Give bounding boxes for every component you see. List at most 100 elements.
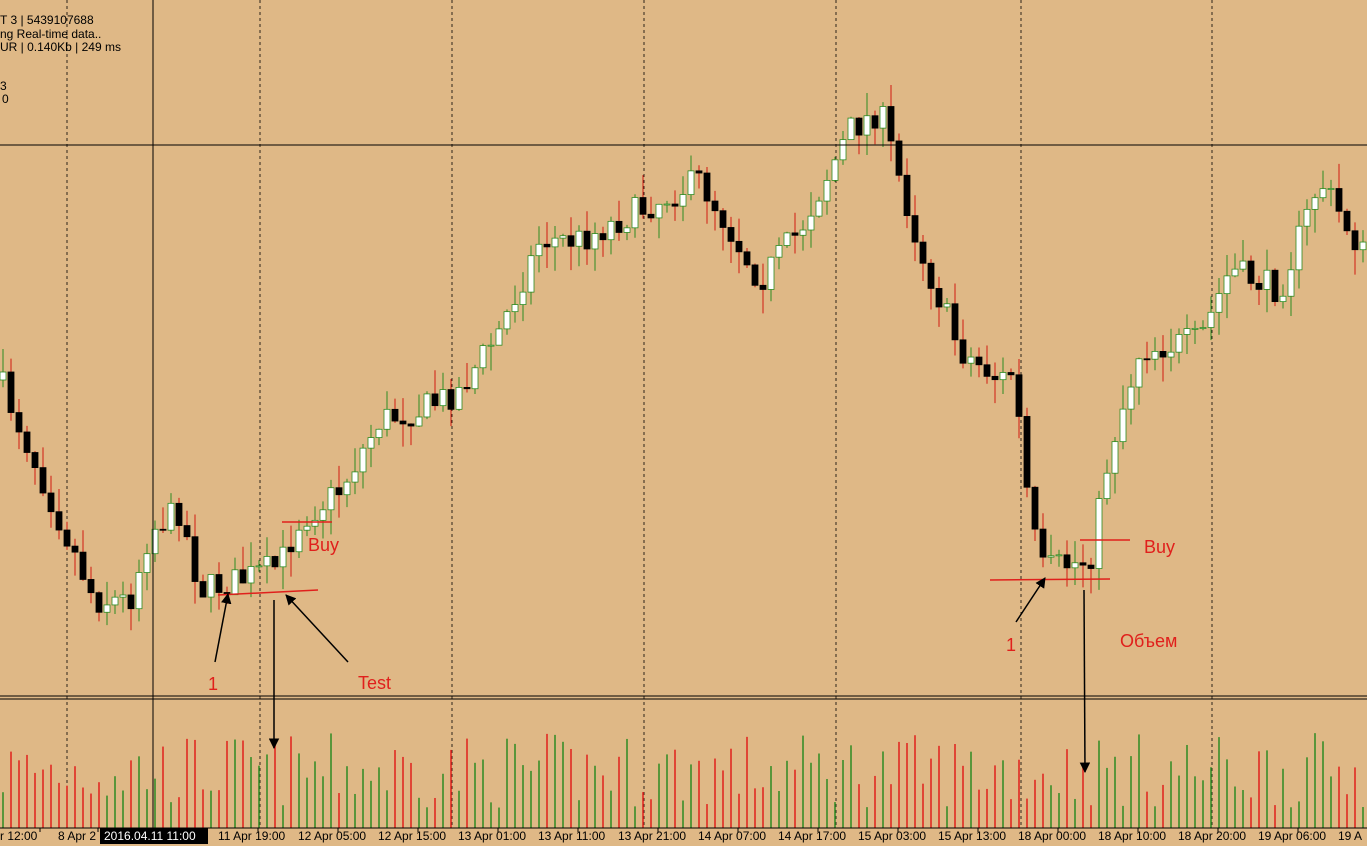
candle-body — [1143, 358, 1151, 361]
candle-body — [239, 569, 247, 584]
candle-body — [303, 525, 311, 531]
candle-body — [751, 264, 759, 286]
candle-body — [703, 172, 711, 202]
candle-body — [1271, 269, 1279, 303]
candle-body — [671, 203, 679, 207]
candle-body — [183, 525, 191, 538]
candle-body — [559, 235, 567, 239]
candle-body — [55, 511, 63, 531]
time-label: 18 Apr 20:00 — [1178, 829, 1246, 843]
header-line: ng Real-time data.. — [0, 27, 101, 41]
candle-body — [479, 345, 487, 369]
candle-body — [1127, 386, 1135, 410]
candle-body — [1183, 328, 1191, 335]
candle-body — [399, 420, 407, 425]
candle-body — [367, 437, 375, 449]
candle-body — [351, 471, 359, 483]
candle-body — [63, 529, 71, 547]
candle-body — [359, 447, 367, 473]
candle-body — [719, 210, 727, 228]
candle-body — [1159, 351, 1167, 358]
candle-body — [655, 203, 663, 219]
candle-body — [1135, 358, 1143, 388]
cursor-label: 2016.04.11 11:00 — [104, 829, 196, 843]
time-label: 8 Apr 2 — [58, 829, 96, 843]
candle-body — [255, 565, 263, 568]
time-label: 14 Apr 17:00 — [778, 829, 846, 843]
candle-body — [151, 528, 159, 555]
candle-body — [951, 303, 959, 341]
candle-body — [1007, 372, 1015, 376]
candle-body — [895, 140, 903, 176]
candle-body — [1215, 293, 1223, 313]
candles — [0, 85, 1367, 631]
candle-body — [847, 117, 855, 141]
annotation: Test — [358, 673, 391, 693]
candle-body — [447, 389, 455, 410]
candle-body — [1063, 554, 1071, 569]
candle-body — [207, 574, 215, 598]
candle-body — [767, 256, 775, 290]
time-label: 15 Apr 03:00 — [858, 829, 926, 843]
time-label: 19 Apr 06:00 — [1258, 829, 1326, 843]
candle-body — [143, 553, 151, 573]
time-label: 14 Apr 07:00 — [698, 829, 766, 843]
candle-body — [935, 288, 943, 308]
candle-body — [607, 220, 615, 241]
candle-body — [1031, 486, 1039, 530]
candle-body — [191, 536, 199, 582]
candle-body — [1199, 327, 1207, 329]
candle-body — [775, 245, 783, 258]
level-lines — [217, 521, 1130, 596]
candle-body — [87, 579, 95, 594]
arrows — [214, 577, 1091, 774]
time-label: 18 Apr 00:00 — [1018, 829, 1086, 843]
candle-body — [319, 509, 327, 521]
candle-body — [135, 572, 143, 610]
candle-body — [799, 229, 807, 236]
candle-body — [623, 227, 631, 233]
candle-body — [31, 452, 39, 469]
candle-body — [487, 344, 495, 347]
candle-body — [1167, 351, 1175, 358]
candle-body — [327, 487, 335, 511]
candle-body — [583, 230, 591, 250]
candle-body — [0, 371, 7, 381]
candle-body — [503, 311, 511, 330]
candle-body — [1087, 564, 1095, 569]
candle-body — [1039, 528, 1047, 558]
candle-body — [23, 431, 31, 453]
candle-body — [639, 197, 647, 215]
candle-body — [743, 251, 751, 266]
candle-body — [1327, 188, 1335, 190]
candle-body — [415, 416, 423, 427]
candle-body — [407, 423, 415, 427]
candle-body — [1351, 230, 1359, 251]
candle-body — [1095, 498, 1103, 569]
candle-body — [831, 159, 839, 181]
candle-body — [1119, 408, 1127, 443]
candle-body — [631, 197, 639, 229]
header-line: 3 — [0, 79, 7, 93]
candle-body — [615, 220, 623, 233]
candle-body — [839, 139, 847, 161]
candle-body — [871, 115, 879, 129]
candle-body — [791, 232, 799, 236]
cursor-label-box — [100, 828, 208, 844]
header-line: 0 — [2, 92, 9, 106]
candle-body — [15, 412, 23, 433]
candle-body — [455, 387, 463, 410]
candle-body — [439, 389, 447, 407]
candle-body — [1255, 282, 1263, 290]
candle-body — [927, 262, 935, 289]
candle-body — [735, 240, 743, 253]
candle-body — [271, 556, 279, 568]
candle-body — [887, 106, 895, 142]
candle-body — [687, 170, 695, 195]
candle-body — [343, 481, 351, 496]
time-label: 18 Apr 10:00 — [1098, 829, 1166, 843]
candle-body — [1287, 269, 1295, 297]
candle-body — [1231, 268, 1239, 277]
candle-body — [279, 546, 287, 568]
